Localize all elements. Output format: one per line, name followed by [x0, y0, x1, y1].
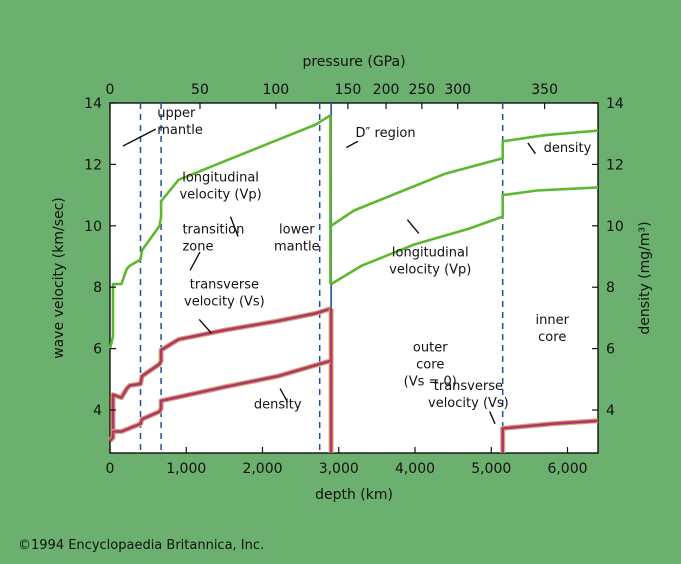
- copyright-credit: ©1994 Encyclopaedia Britannica, Inc.: [18, 538, 265, 553]
- annotation-label: transverse velocity (Vs): [184, 278, 265, 310]
- annotation-leader-line: [229, 216, 239, 237]
- x2-axis-label: pressure (GPa): [302, 54, 405, 70]
- x-tick-label: 5,000: [471, 461, 511, 477]
- pressure-tick-label: 300: [444, 82, 471, 98]
- annotation-label: transition zone: [182, 222, 244, 254]
- velocity-curve: [108, 114, 332, 349]
- pressure-tick-label: 200: [373, 82, 400, 98]
- y-tick-label: 4: [93, 403, 102, 419]
- x-axis-label: depth (km): [315, 487, 393, 503]
- y-tick-label: 10: [84, 219, 102, 235]
- plot-area: [109, 102, 599, 454]
- x-tick-label: 6,000: [547, 461, 587, 477]
- velocity-curve: [330, 129, 599, 227]
- x-tick-label: 2,000: [242, 461, 282, 477]
- annotation-leader-line: [189, 251, 201, 271]
- pressure-tick-label: 350: [531, 82, 558, 98]
- velocity-curve: [330, 186, 599, 286]
- y-tick-label: 14: [84, 96, 102, 112]
- density-curve: [109, 359, 331, 442]
- pressure-tick-label: 50: [191, 82, 209, 98]
- y2-tick-label: 4: [606, 403, 615, 419]
- annotation-leader-line: [527, 142, 537, 155]
- annotation-label: upper mantle: [157, 106, 203, 138]
- y2-tick-label: 14: [606, 96, 624, 112]
- pressure-tick-label: 150: [335, 82, 362, 98]
- y2-tick-label: 6: [606, 342, 615, 358]
- x-tick-label: 3,000: [319, 461, 359, 477]
- y-axis-label: wave velocity (km/sec): [51, 197, 67, 359]
- x-tick-label: 4,000: [395, 461, 435, 477]
- annotation-label: density: [254, 397, 302, 412]
- annotation-label: density: [544, 141, 592, 156]
- annotation-leader-line: [489, 411, 496, 425]
- y2-axis-label: density (mg/m³): [637, 221, 653, 334]
- y2-tick-label: 8: [606, 280, 615, 296]
- annotation-label: longitudinal velocity (Vp): [389, 246, 471, 278]
- annotation-label: D″ region: [356, 126, 416, 141]
- annotation-label: outer core (Vs = 0): [404, 341, 457, 390]
- density-curve: [501, 419, 599, 453]
- annotation-leader-line: [198, 318, 212, 334]
- pressure-tick-label: 100: [262, 82, 289, 98]
- y-tick-label: 8: [93, 280, 102, 296]
- pressure-tick-label: 250: [408, 82, 435, 98]
- y2-tick-label: 12: [606, 157, 624, 173]
- annotation-label: longitudinal velocity (Vp): [179, 170, 261, 202]
- annotation-label: transverse velocity (Vs): [428, 379, 509, 411]
- y-tick-label: 12: [84, 157, 102, 173]
- y2-tick-label: 10: [606, 219, 624, 235]
- annotation-label: lower mantle: [274, 222, 320, 254]
- annotation-leader-line: [122, 128, 157, 147]
- annotation-label: inner core: [536, 313, 570, 345]
- annotation-leader-line: [279, 388, 289, 403]
- pressure-tick-label: 0: [106, 82, 115, 98]
- annotation-leader-line: [406, 219, 420, 234]
- x-tick-label: 1,000: [166, 461, 206, 477]
- y-tick-label: 6: [93, 342, 102, 358]
- x-tick-label: 0: [106, 461, 115, 477]
- density-curve: [109, 307, 331, 442]
- annotation-leader-line: [346, 140, 359, 149]
